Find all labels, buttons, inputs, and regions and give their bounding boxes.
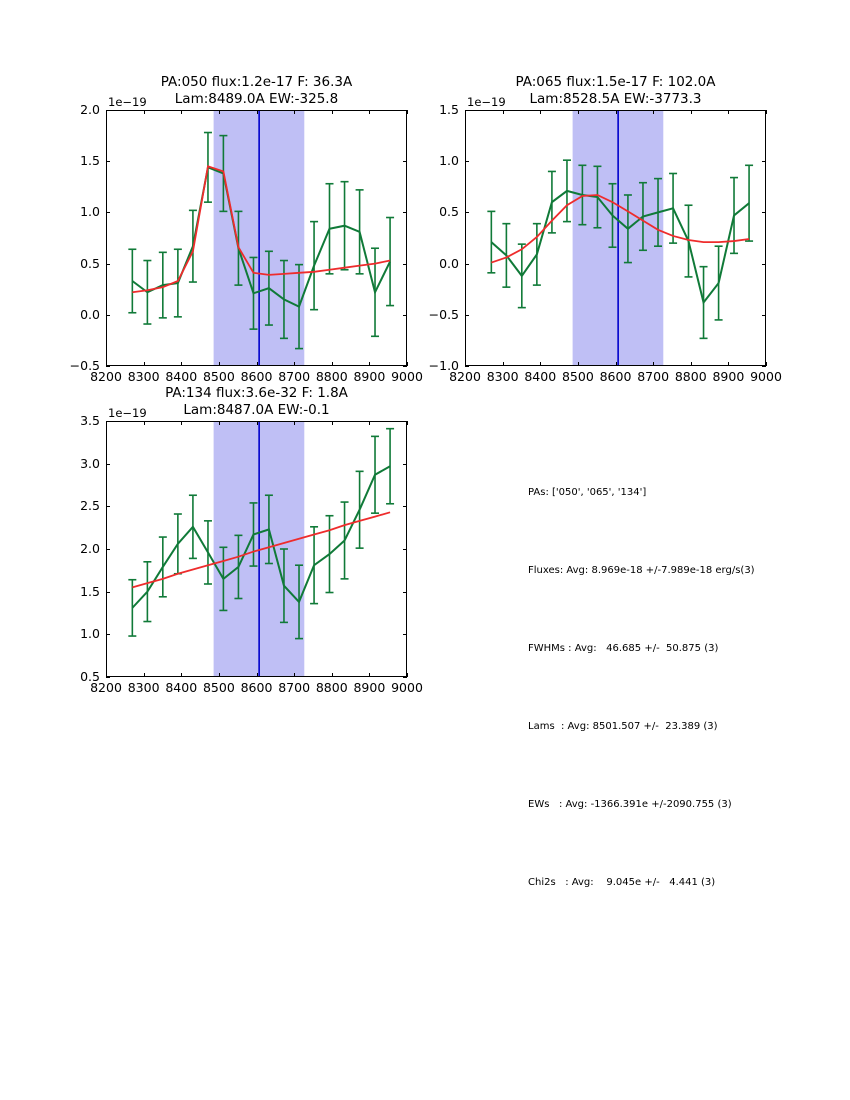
- y-tick-label: 3.0: [80, 455, 100, 471]
- axes-canvas: [106, 421, 408, 678]
- x-tick-label: 8600: [240, 680, 273, 695]
- x-tick-label: 8500: [561, 369, 594, 384]
- y-tick-label: 2.5: [80, 498, 100, 514]
- chart-pa134: PA:134 flux:3.6e-32 F: 1.8A Lam:8487.0A …: [80, 385, 423, 695]
- axes-frame: [465, 110, 766, 366]
- x-tick-label: 8700: [278, 680, 311, 695]
- x-tick-label: 8700: [278, 369, 311, 384]
- x-tick-label: 8600: [599, 369, 632, 384]
- chart-title-line2: Lam:8528.5A EW:-3773.3: [529, 91, 702, 107]
- x-tick-label: 8900: [712, 369, 745, 384]
- fit-line: [132, 165, 391, 294]
- tick-marks: [106, 421, 408, 678]
- y-axis-offset-label: 1e−19: [108, 95, 147, 109]
- y-tick-label: −0.5: [69, 358, 100, 373]
- y-axis-offset-label: 1e−19: [108, 406, 147, 420]
- spectrum-line: [131, 165, 391, 308]
- stats-line-chi2s: Chi2s : Avg: 9.045e +/- 4.441 (3): [528, 877, 716, 888]
- y-tick-label: 1.0: [80, 204, 100, 220]
- stats-line-fluxes: Fluxes: Avg: 8.969e-18 +/-7.989e-18 erg/…: [528, 565, 755, 576]
- x-tick-label: 8900: [353, 369, 386, 384]
- fit-line: [491, 194, 750, 264]
- tick-marks: [465, 110, 767, 367]
- y-tick-label: 1.5: [439, 102, 459, 117]
- x-tick-label: 8300: [127, 680, 160, 695]
- y-tick-label: 0.0: [439, 255, 459, 271]
- x-tick-label: 8800: [315, 369, 348, 384]
- axes-frame: [106, 110, 407, 366]
- plot-area: [465, 110, 767, 367]
- spectrum-line: [490, 189, 750, 305]
- x-tick-label: 8800: [315, 680, 348, 695]
- y-tick-label: 0.5: [80, 255, 100, 271]
- y-tick-label: 1.0: [439, 153, 459, 169]
- y-tick-label: 0.0: [80, 306, 100, 322]
- chart-title-line2: Lam:8489.0A EW:-325.8: [174, 91, 339, 107]
- chart-pa065: PA:065 flux:1.5e-17 F: 102.0A Lam:8528.5…: [429, 74, 782, 384]
- x-tick-label: 8700: [637, 369, 670, 384]
- y-tick-label: 1.0: [80, 626, 100, 642]
- x-tick-label: 8500: [202, 680, 235, 695]
- chart-pa050: PA:050 flux:1.2e-17 F: 36.3A Lam:8489.0A…: [70, 74, 423, 384]
- x-tick-label: 8500: [202, 369, 235, 384]
- x-tick-label: 8800: [674, 369, 707, 384]
- chart-title-line2: Lam:8487.0A EW:-0.1: [183, 402, 330, 418]
- x-tick-label: 8200: [90, 369, 122, 384]
- x-tick-label: 8900: [353, 680, 386, 695]
- plot-area: [106, 110, 408, 367]
- spectrum-line: [131, 465, 391, 609]
- fit-line: [132, 511, 391, 589]
- x-tick-label: 9000: [391, 680, 423, 695]
- x-tick-label: 8400: [165, 680, 198, 695]
- y-tick-label: 2.0: [80, 102, 100, 117]
- y-tick-label: −0.5: [428, 306, 459, 322]
- x-tick-label: 8400: [524, 369, 557, 384]
- axes-canvas: [106, 110, 408, 367]
- x-tick-label: 8300: [127, 369, 160, 384]
- stats-line-ews: EWs : Avg: -1366.391e +/-2090.755 (3): [528, 799, 732, 810]
- x-tick-label: 8400: [165, 369, 198, 384]
- y-tick-label: 1.5: [80, 153, 100, 169]
- y-tick-label: 0.5: [80, 669, 100, 684]
- x-tick-label: 8200: [449, 369, 481, 384]
- x-tick-label: 8200: [90, 680, 122, 695]
- y-tick-label: 2.0: [80, 541, 100, 556]
- chart-title-line1: PA:065 flux:1.5e-17 F: 102.0A: [515, 74, 716, 90]
- stats-line-lams: Lams : Avg: 8501.507 +/- 23.389 (3): [528, 721, 718, 732]
- y-tick-label: 3.5: [80, 413, 100, 428]
- plot-area: [106, 421, 408, 678]
- stats-line-fwhms: FWHMs : Avg: 46.685 +/- 50.875 (3): [528, 643, 719, 654]
- stats-panel: PAs: ['050', '065', '134'] Fluxes: Avg: …: [528, 428, 755, 948]
- axes-canvas: [465, 110, 767, 367]
- y-tick-label: 1.5: [80, 583, 100, 599]
- chart-title-line1: PA:134 flux:3.6e-32 F: 1.8A: [165, 385, 348, 401]
- y-tick-label: −1.0: [428, 358, 459, 373]
- x-tick-label: 8300: [486, 369, 519, 384]
- tick-marks: [106, 110, 408, 367]
- y-tick-label: 0.5: [439, 204, 459, 220]
- y-axis-offset-label: 1e−19: [467, 95, 506, 109]
- chart-title-line1: PA:050 flux:1.2e-17 F: 36.3A: [160, 74, 353, 90]
- x-tick-label: 9000: [750, 369, 782, 384]
- stats-line-pas: PAs: ['050', '065', '134']: [528, 487, 647, 498]
- x-tick-label: 9000: [391, 369, 423, 384]
- x-tick-label: 8600: [240, 369, 273, 384]
